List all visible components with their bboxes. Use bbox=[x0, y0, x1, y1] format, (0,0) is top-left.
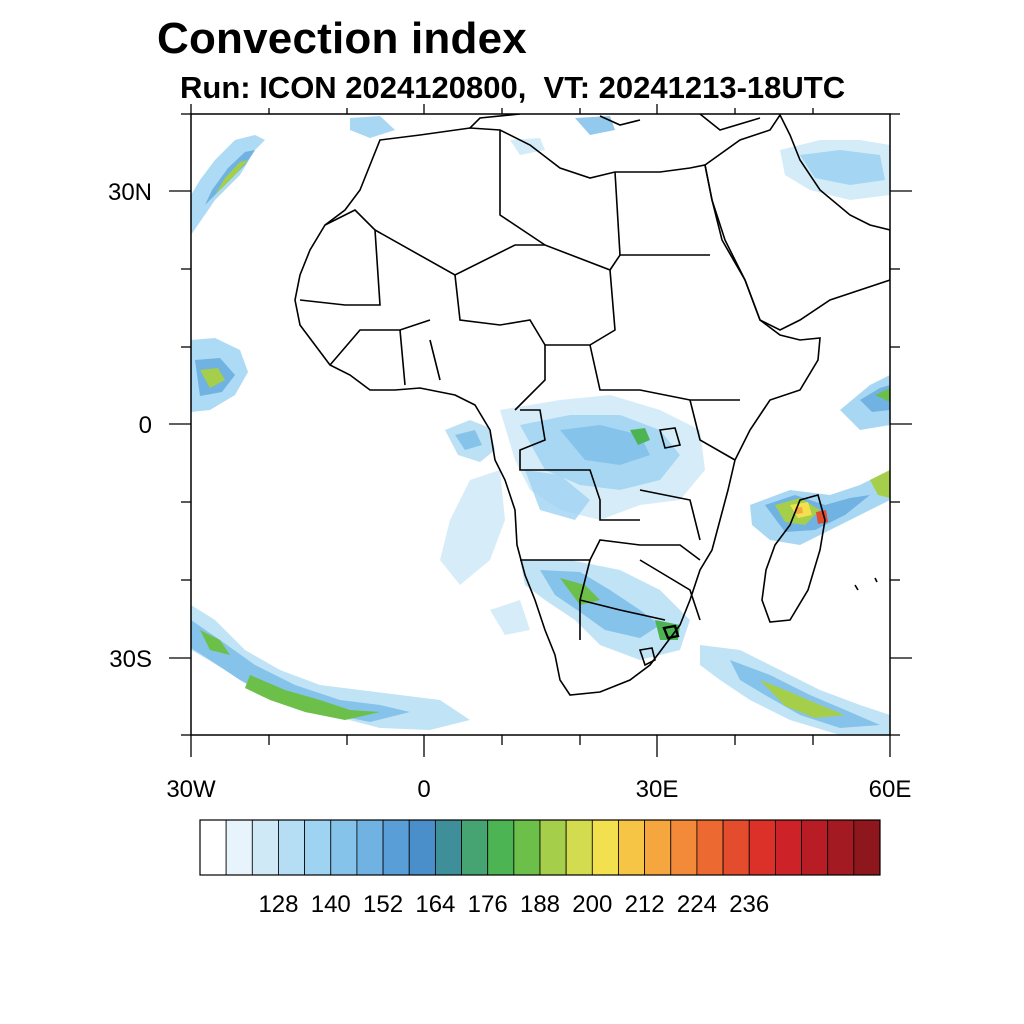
convection-area-gulf-of-guinea bbox=[440, 420, 505, 585]
colorbar-label: 212 bbox=[625, 891, 665, 918]
lon-label-30w: 30W bbox=[166, 776, 216, 803]
colorbar-swatch bbox=[774, 819, 802, 876]
colorbar-swatch bbox=[225, 819, 253, 876]
colorbar-swatch bbox=[434, 819, 462, 876]
colorbar-swatch bbox=[461, 819, 489, 876]
colorbar-label: 128 bbox=[258, 891, 298, 918]
convection-area-middle-east bbox=[780, 140, 890, 200]
colorbar-swatch bbox=[199, 819, 227, 876]
colorbar-swatch bbox=[748, 819, 776, 876]
colorbar-swatch bbox=[853, 819, 881, 876]
convection-area-south-atlantic bbox=[191, 605, 470, 730]
lat-label-30n: 30N bbox=[108, 179, 152, 206]
lat-label-0: 0 bbox=[139, 412, 152, 439]
coastline-and-borders bbox=[294, 114, 890, 696]
convection-area-madagascar bbox=[750, 470, 890, 545]
lon-ticks-bottom bbox=[190, 735, 891, 757]
convection-area-north-atlantic bbox=[191, 135, 265, 235]
colorbar-swatch bbox=[330, 819, 358, 876]
colorbar-swatch bbox=[539, 819, 567, 876]
colorbar-swatch bbox=[513, 819, 541, 876]
convection-area-central-africa bbox=[500, 395, 705, 520]
colorbar-label: 200 bbox=[572, 891, 612, 918]
convection-area-southern-africa bbox=[490, 560, 690, 660]
colorbar-swatch bbox=[618, 819, 646, 876]
lon-label-0: 0 bbox=[417, 776, 430, 803]
colorbar-label: 140 bbox=[311, 891, 351, 918]
colorbar-outline bbox=[199, 819, 881, 876]
colorbar-label: 188 bbox=[520, 891, 560, 918]
colorbar-label: 236 bbox=[729, 891, 769, 918]
convection-area-west-atlantic bbox=[191, 338, 248, 412]
colorbar-swatch bbox=[827, 819, 855, 876]
colorbar-label: 176 bbox=[468, 891, 508, 918]
colorbar-swatch bbox=[304, 819, 332, 876]
colorbar-label: 224 bbox=[677, 891, 717, 918]
colorbar-swatch bbox=[670, 819, 698, 876]
colorbar-swatch bbox=[278, 819, 306, 876]
lat-ticks-left bbox=[169, 113, 191, 736]
lon-label-30e: 30E bbox=[636, 776, 679, 803]
colorbar-labels: 128 140 152 164 176 188 200 212 224 236 bbox=[258, 891, 769, 918]
convection-area-mediterranean bbox=[350, 116, 615, 155]
colorbar-swatch bbox=[487, 819, 515, 876]
colorbar-swatch bbox=[408, 819, 436, 876]
colorbar-swatch bbox=[801, 819, 829, 876]
chart-title: Convection index bbox=[157, 14, 527, 63]
lon-label-60e: 60E bbox=[869, 776, 912, 803]
colorbar-swatch bbox=[722, 819, 750, 876]
colorbar-label: 164 bbox=[415, 891, 455, 918]
convection-area-indian-ocean-north bbox=[840, 375, 890, 430]
convection-field-layer bbox=[191, 116, 890, 735]
colorbar-swatch bbox=[382, 819, 410, 876]
colorbar-swatch bbox=[565, 819, 593, 876]
colorbar-swatch bbox=[696, 819, 724, 876]
lat-ticks-right bbox=[890, 113, 912, 736]
chart-subtitle: Run: ICON 2024120800, VT: 20241213-18UTC bbox=[180, 70, 846, 105]
convection-area-south-indian-ocean bbox=[700, 645, 890, 735]
colorbar-swatch bbox=[356, 819, 384, 876]
colorbar-swatch bbox=[251, 819, 279, 876]
colorbar bbox=[199, 819, 881, 876]
lon-ticks-top bbox=[190, 104, 814, 114]
lat-label-30s: 30S bbox=[109, 646, 152, 673]
colorbar-swatch bbox=[644, 819, 672, 876]
colorbar-swatch bbox=[591, 819, 619, 876]
colorbar-label: 152 bbox=[363, 891, 403, 918]
